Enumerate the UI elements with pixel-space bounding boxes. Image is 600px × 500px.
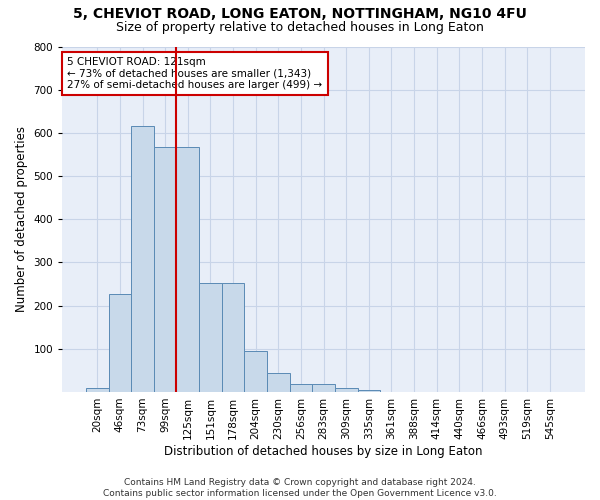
Text: Size of property relative to detached houses in Long Eaton: Size of property relative to detached ho… (116, 21, 484, 34)
Text: 5, CHEVIOT ROAD, LONG EATON, NOTTINGHAM, NG10 4FU: 5, CHEVIOT ROAD, LONG EATON, NOTTINGHAM,… (73, 8, 527, 22)
Bar (154, 147, 176, 392)
Bar (267, 373, 290, 392)
Bar (109, 294, 131, 392)
Bar (176, 147, 199, 392)
Bar (131, 126, 154, 392)
Text: Contains HM Land Registry data © Crown copyright and database right 2024.
Contai: Contains HM Land Registry data © Crown c… (103, 478, 497, 498)
Bar (290, 384, 312, 392)
Y-axis label: Number of detached properties: Number of detached properties (15, 126, 28, 312)
Bar (358, 390, 380, 392)
Bar (199, 282, 222, 392)
Bar (335, 388, 358, 392)
Bar (312, 384, 335, 392)
Bar (244, 350, 267, 392)
Bar (86, 388, 109, 392)
X-axis label: Distribution of detached houses by size in Long Eaton: Distribution of detached houses by size … (164, 444, 483, 458)
Text: 5 CHEVIOT ROAD: 121sqm
← 73% of detached houses are smaller (1,343)
27% of semi-: 5 CHEVIOT ROAD: 121sqm ← 73% of detached… (67, 57, 323, 90)
Bar (222, 282, 244, 392)
